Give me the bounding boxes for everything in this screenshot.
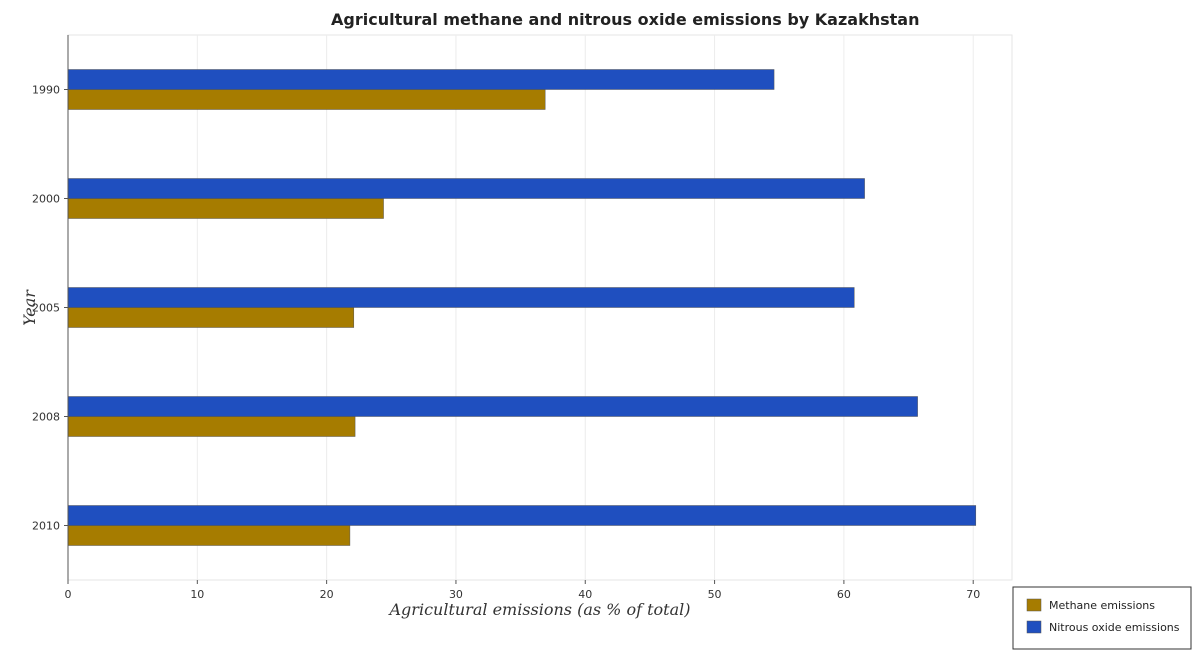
x-tick-label: 60	[837, 588, 851, 601]
bar-nitrous-oxide-2000	[67, 178, 865, 199]
bar-methane-2010	[67, 525, 351, 546]
bar-methane-1990	[67, 89, 546, 110]
chart-title: Agricultural methane and nitrous oxide e…	[331, 10, 919, 29]
bar-nitrous-oxide-1990	[67, 69, 775, 90]
legend-label: Nitrous oxide emissions	[1049, 621, 1180, 634]
x-tick-labels: 0 10 20 30 40 50 60 70	[65, 580, 980, 601]
legend: Methane emissions Nitrous oxide emissions	[1012, 586, 1192, 650]
bar-methane-2008	[67, 416, 356, 437]
bar-methane-2000	[67, 198, 384, 219]
bar-nitrous-oxide-2010	[67, 505, 977, 526]
x-tick-label: 70	[966, 588, 980, 601]
bar-nitrous-oxide-2005	[67, 287, 855, 308]
legend-swatch	[1026, 620, 1042, 634]
bar-nitrous-oxide-2008	[67, 396, 918, 417]
x-axis-label: Agricultural emissions (as % of total)	[388, 600, 691, 619]
y-tick-label: 2005	[32, 302, 60, 315]
y-tick-label: 1990	[32, 84, 60, 97]
x-tick-label: 10	[190, 588, 204, 601]
y-tick-label: 2008	[32, 411, 60, 424]
y-axis-label: Year	[20, 289, 39, 326]
bars	[67, 69, 977, 546]
x-tick-label: 40	[578, 588, 592, 601]
x-tick-label: 30	[449, 588, 463, 601]
x-tick-label: 0	[65, 588, 72, 601]
legend-label: Methane emissions	[1049, 599, 1155, 612]
y-tick-label: 2010	[32, 520, 60, 533]
x-tick-label: 20	[320, 588, 334, 601]
x-tick-label: 50	[708, 588, 722, 601]
y-tick-label: 2000	[32, 193, 60, 206]
y-tick-labels: 1990 2000 2005 2008 2010	[32, 84, 68, 533]
bar-methane-2005	[67, 307, 355, 328]
legend-swatch	[1026, 598, 1042, 612]
